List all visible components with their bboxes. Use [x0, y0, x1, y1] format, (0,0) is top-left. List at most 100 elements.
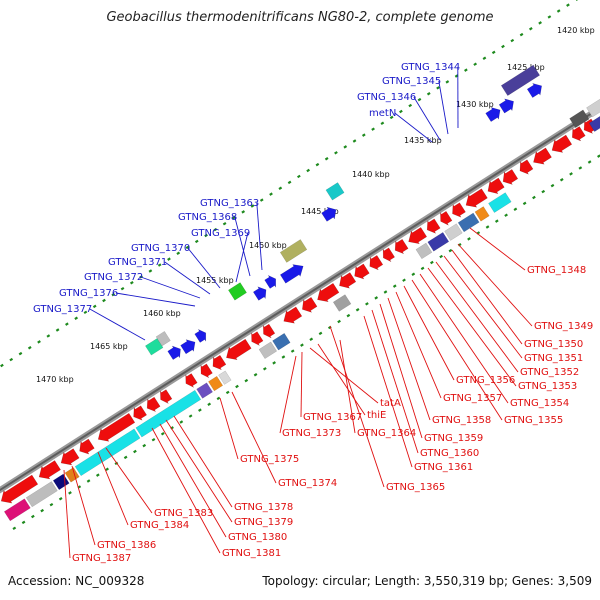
tick-track-dot [244, 378, 249, 383]
reverse-gene-box [25, 481, 58, 508]
tick-track-dot [235, 384, 239, 389]
tick-track-dot [111, 292, 116, 297]
label-leader [395, 291, 442, 399]
label-leader [235, 232, 249, 283]
forward-gene-label: GTNG_1368 [178, 212, 237, 223]
label-leader [115, 292, 196, 307]
reverse-gene-arrow [339, 272, 357, 289]
label-leader [71, 465, 96, 546]
tick-track-dot [92, 304, 97, 309]
reverse-gene-arrow [160, 389, 173, 405]
reverse-gene-label: GTNG_1379 [234, 517, 293, 528]
kbp-tick-label: 1460 kbp [143, 309, 181, 318]
tick-track-dot [501, 44, 505, 49]
kbp-tick-track: 1420 kbp 1425 kbp 1430 kbp 1435 kbp 1440 kbp… [0, 0, 600, 531]
tick-track-dot [556, 9, 561, 13]
tick-track-dot [532, 195, 536, 200]
tick-track-dot [148, 269, 153, 273]
tick-track-dot [37, 340, 41, 344]
label-leader [387, 297, 431, 421]
forward-gene-box [325, 182, 345, 201]
reverse-gene-arrow [251, 331, 264, 347]
reverse-gene-label: GTNG_1349 [534, 321, 593, 332]
forward-gene-label: GTNG_1376 [59, 288, 118, 299]
tick-track-dot [21, 520, 26, 525]
label-leader [151, 427, 221, 554]
tick-track-dot [18, 351, 23, 356]
tick-track-dot [176, 251, 181, 255]
tick-track-dot [12, 526, 17, 531]
tick-track-dot [318, 331, 323, 336]
reverse-gene-arrow [369, 254, 384, 271]
reverse-gene-arrow [38, 460, 61, 480]
tick-track-dot [297, 174, 301, 179]
tick-track-dot [49, 502, 54, 507]
tick-track-dot [439, 254, 444, 259]
tick-track-dot [482, 56, 487, 61]
forward-gene-label: GTNG_1377 [33, 304, 92, 315]
label-leader [427, 267, 517, 387]
tick-track-dot [528, 27, 533, 31]
tick-track-dot [352, 139, 357, 143]
reverse-gene-box [586, 98, 600, 118]
tick-track-dot [519, 32, 524, 37]
kbp-tick-label: 1450 kbp [249, 241, 287, 250]
label-leader [89, 308, 146, 341]
reverse-gene-arrow [302, 296, 318, 313]
tick-track-dot [250, 204, 255, 208]
tick-track-dot [464, 68, 468, 72]
tick-track-dot [95, 473, 100, 477]
tick-track-dot [411, 272, 416, 277]
forward-gene-box [155, 330, 171, 347]
tick-track-dot [402, 278, 406, 282]
tick-track-dot [204, 233, 208, 238]
tick-track-dot [225, 390, 230, 395]
reverse-gene-label: GTNG_1381 [222, 548, 281, 559]
gene-features [0, 64, 600, 522]
reverse-gene-label: GTNG_1375 [240, 454, 299, 465]
label-leader [164, 261, 211, 295]
reverse-gene-arrow [200, 363, 213, 379]
forward-gene-label: GTNG_1363 [200, 198, 259, 209]
label-leader [329, 325, 385, 488]
tick-track-dot [587, 160, 592, 164]
tick-track-dot [46, 334, 51, 338]
tick-track-dot [86, 479, 91, 483]
tick-track-dot [222, 221, 227, 226]
kbp-tick-label: 1430 kbp [456, 100, 494, 109]
tick-track-dot [389, 115, 394, 120]
reverse-gene-label: GTNG_1365 [386, 482, 445, 493]
tick-track-dot [179, 420, 184, 424]
reverse-gene-label: GTNG_1354 [510, 398, 569, 409]
tick-track-dot [105, 467, 109, 471]
tick-track-dot [436, 86, 440, 90]
tick-track-dot [207, 402, 212, 406]
tick-track-dot [417, 97, 422, 102]
reverse-gene-arrow [60, 448, 80, 466]
forward-gene-arrow [526, 82, 542, 98]
label-leader [469, 227, 526, 271]
kbp-tick-label: 1420 kbp [557, 26, 595, 35]
reverse-gene-arrow [354, 263, 370, 280]
tick-track-dot [426, 91, 431, 96]
tick-track-dot [355, 307, 360, 312]
reverse-gene-box [135, 389, 202, 438]
tick-track-dot [399, 109, 403, 114]
tick-track-dot [198, 408, 202, 412]
label-leader [279, 355, 297, 434]
tick-track-dot [559, 178, 564, 182]
tick-track-dot [74, 316, 79, 320]
tick-track-dot [281, 355, 286, 359]
tick-track-dot [408, 103, 413, 108]
tick-track-dot [40, 508, 45, 513]
tick-track-dot [167, 257, 171, 261]
kbp-tick-label: 1445 kbp [301, 207, 339, 216]
reverse-gene-label: GTNG_1357 [443, 393, 502, 404]
tick-track-dot [300, 343, 304, 347]
forward-gene-arrow [485, 107, 501, 123]
reverse-gene-label: GTNG_1387 [72, 553, 131, 564]
tick-track-dot [129, 281, 134, 285]
forward-gene-label: GTNG_1369 [191, 228, 250, 239]
label-leader [97, 451, 129, 526]
